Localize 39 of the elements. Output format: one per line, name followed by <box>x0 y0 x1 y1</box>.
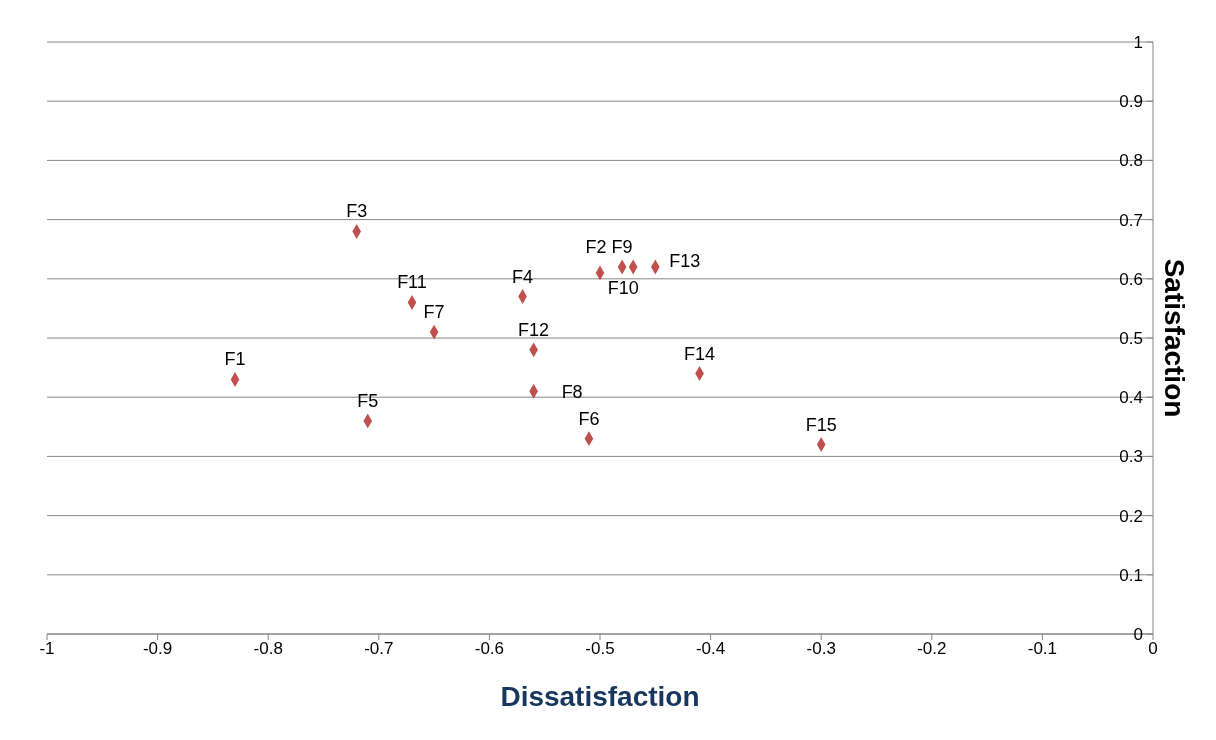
y-tick-label: 0.1 <box>1119 565 1143 585</box>
annotation: F8 <box>561 381 583 402</box>
annotation: F2 <box>585 236 607 257</box>
annotation: F10 <box>607 277 639 298</box>
y-tick-label: 0.6 <box>1119 269 1143 289</box>
y-axis-title: Satisfaction <box>1159 258 1191 418</box>
x-tick-label: -0.2 <box>917 639 947 659</box>
annotation: F7 <box>423 302 445 323</box>
x-tick-label: -0.4 <box>695 639 726 659</box>
annotation: F3 <box>346 201 368 222</box>
x-tick-label: -0.8 <box>253 639 283 659</box>
y-tick-label: 1 <box>1133 33 1143 53</box>
y-tick-label: 0.9 <box>1119 92 1143 112</box>
x-tick-label: -0.6 <box>474 639 505 659</box>
annotation: F6 <box>578 408 600 429</box>
x-tick-label: 0 <box>1148 639 1158 659</box>
y-tick-label: 0.2 <box>1119 506 1143 526</box>
annotation: F15 <box>805 414 837 435</box>
y-tick-label: 0.4 <box>1119 388 1143 408</box>
annotation: F4 <box>512 266 534 287</box>
annotation: F5 <box>357 390 379 411</box>
x-tick-label: -0.1 <box>1027 639 1058 659</box>
x-tick-label: -1 <box>39 639 55 659</box>
annotation: F1 <box>224 349 246 370</box>
y-tick-label: 0.8 <box>1119 151 1143 171</box>
annotation: F14 <box>684 343 716 364</box>
x-tick-label: -0.9 <box>142 639 173 659</box>
x-axis-title: Dissatisfaction <box>500 680 700 712</box>
annotation: F11 <box>397 272 427 293</box>
y-tick-label: 0.5 <box>1119 329 1143 349</box>
annotation: F13 <box>669 251 701 272</box>
y-tick-label: 0 <box>1133 625 1143 645</box>
annotation: F12 <box>518 319 550 340</box>
y-tick-label: 0.3 <box>1119 447 1143 467</box>
x-tick-label: -0.7 <box>364 639 394 659</box>
x-tick-label: -0.5 <box>585 639 615 659</box>
x-tick-label: -0.3 <box>806 639 836 659</box>
annotation: F9 <box>611 236 633 257</box>
y-tick-label: 0.7 <box>1119 210 1143 230</box>
